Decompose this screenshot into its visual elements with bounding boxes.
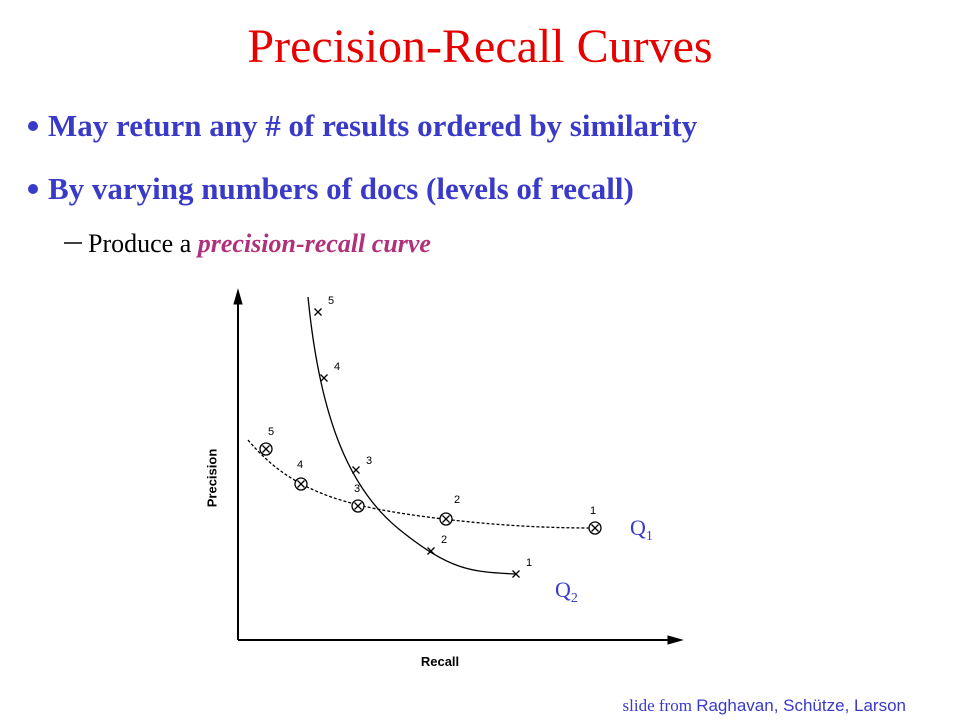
curve-point	[320, 374, 328, 382]
credit-prefix: slide from	[623, 696, 692, 715]
point-cross	[591, 524, 599, 532]
x-axis-label: Recall	[421, 654, 459, 669]
curve-subscript: 2	[571, 591, 578, 606]
curve-point	[512, 570, 520, 578]
curve-point	[294, 477, 308, 491]
slide-title: Precision-Recall Curves	[247, 20, 712, 73]
curve-point	[427, 547, 435, 555]
point-cross	[427, 547, 435, 555]
sub-bullet-text: Produce a precision-recall curve	[88, 229, 431, 258]
point-cross	[297, 480, 305, 488]
bullet-dot	[28, 121, 38, 131]
credit: slide from Raghavan, Schütze, Larson	[623, 696, 906, 715]
point-cross	[352, 466, 360, 474]
point-cross	[512, 570, 520, 578]
point-cross	[354, 502, 362, 510]
curve-label: Q1	[630, 515, 653, 544]
curve-name: Q	[630, 515, 646, 540]
curve-point	[259, 442, 273, 456]
curve	[307, 296, 517, 575]
curve-point	[352, 466, 360, 474]
x-axis-arrow	[667, 635, 684, 645]
point-label: 1	[526, 557, 532, 569]
point-cross	[314, 308, 322, 316]
point-label: 4	[297, 459, 303, 471]
bullet-text: By varying numbers of docs (levels of re…	[48, 171, 634, 206]
point-label: 3	[366, 455, 372, 467]
point-label: 3	[354, 483, 360, 495]
curve-label: Q2	[555, 577, 578, 606]
bullet-text: May return any # of results ordered by s…	[48, 108, 698, 143]
credit-names: Raghavan, Schütze, Larson	[696, 696, 906, 715]
point-cross	[320, 374, 328, 382]
y-axis-label: Precision	[204, 449, 219, 508]
curve	[247, 439, 596, 529]
curve-point	[351, 499, 365, 513]
bullet-dot	[28, 184, 38, 194]
curve-point	[588, 521, 602, 535]
diagram	[233, 288, 684, 645]
point-label: 2	[454, 494, 460, 506]
y-axis-arrow	[233, 288, 243, 305]
point-label: 4	[334, 361, 340, 373]
point-cross	[262, 445, 270, 453]
point-label: 2	[441, 534, 447, 546]
point-label: 1	[590, 505, 596, 517]
point-cross	[442, 515, 450, 523]
curve-point	[314, 308, 322, 316]
curve-subscript: 1	[646, 529, 653, 544]
point-label: 5	[268, 426, 274, 438]
sub-bullet-prefix: Produce a	[88, 229, 192, 258]
sub-bullet-emphasis: precision-recall curve	[196, 229, 431, 258]
curve-point	[439, 512, 453, 526]
point-label: 5	[328, 295, 334, 307]
curve-name: Q	[555, 577, 571, 602]
